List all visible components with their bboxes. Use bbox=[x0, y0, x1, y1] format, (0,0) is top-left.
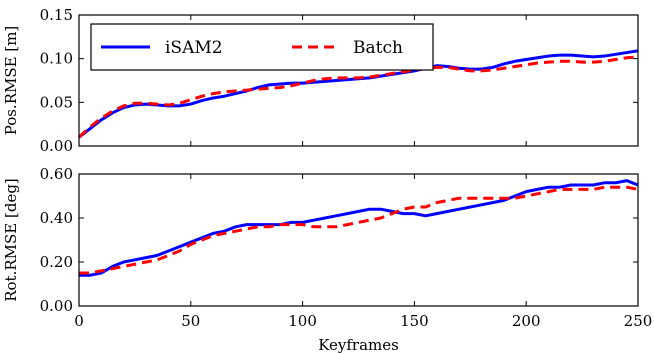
y-tick-label: 0.15 bbox=[40, 6, 73, 24]
y-axis-label: Pos.RMSE [m] bbox=[2, 26, 20, 136]
x-tick-label: 50 bbox=[181, 312, 200, 330]
legend-label-isam2: iSAM2 bbox=[165, 38, 223, 58]
legend-label-batch: Batch bbox=[353, 38, 403, 58]
x-tick-label: 250 bbox=[624, 312, 653, 330]
x-tick-label: 200 bbox=[512, 312, 541, 330]
x-tick-label: 150 bbox=[400, 312, 429, 330]
series-batch-line bbox=[77, 55, 639, 139]
x-axis-label: Keyframes bbox=[318, 336, 399, 354]
y-axis-label: Rot.RMSE [deg] bbox=[2, 178, 20, 302]
x-tick-label: 0 bbox=[74, 312, 84, 330]
series-batch-line bbox=[79, 185, 639, 275]
x-tick-label: 100 bbox=[288, 312, 317, 330]
y-tick-label: 0.00 bbox=[40, 137, 73, 155]
legend: iSAM2 Batch bbox=[90, 23, 434, 71]
y-tick-label: 0.00 bbox=[40, 297, 73, 315]
series-isam2-line bbox=[79, 179, 639, 277]
y-tick-label: 0.10 bbox=[40, 50, 73, 68]
plot-frame bbox=[78, 173, 639, 307]
y-tick-label: 0.20 bbox=[40, 253, 73, 271]
y-tick-label: 0.05 bbox=[40, 93, 73, 111]
y-tick-label: 0.60 bbox=[40, 165, 73, 183]
y-tick-label: 0.40 bbox=[40, 209, 73, 227]
plot-frame bbox=[78, 14, 639, 147]
rot-rmse-panel: 0 50 100 150 200 250 0.00 0.20 0.40 0.60 Rot.RMSE … bbox=[2, 165, 652, 354]
pos-rmse-panel: 0.00 0.05 0.10 0.15 Pos.RMSE [m] iSAM2 Batch bbox=[2, 6, 639, 155]
